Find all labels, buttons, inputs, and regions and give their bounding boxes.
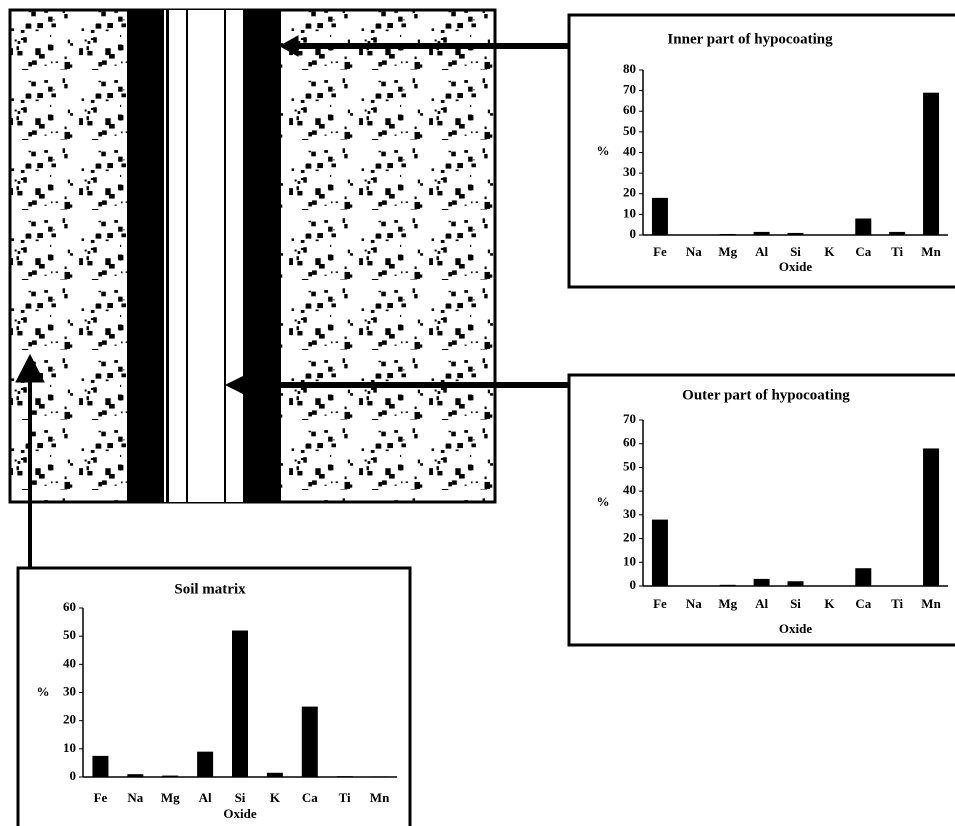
x-axis-label: Oxide xyxy=(779,259,812,274)
y-tick-label: 50 xyxy=(63,627,76,642)
y-tick-label: 20 xyxy=(623,185,636,200)
y-tick-label: 0 xyxy=(630,577,637,592)
x-tick-label: K xyxy=(270,790,281,805)
y-axis-label: % xyxy=(37,684,50,699)
x-tick-label: Fe xyxy=(653,596,667,611)
x-tick-label: Mg xyxy=(161,790,180,805)
y-tick-label: 70 xyxy=(623,411,636,426)
y-axis-label: % xyxy=(597,143,610,158)
y-tick-label: 60 xyxy=(63,599,76,614)
y-tick-label: 20 xyxy=(623,530,636,545)
x-tick-label: Al xyxy=(755,244,768,259)
y-tick-label: 40 xyxy=(623,482,636,497)
bar xyxy=(719,233,736,235)
x-tick-label: Si xyxy=(235,790,246,805)
x-tick-label: Na xyxy=(686,596,702,611)
dark-band xyxy=(243,10,281,502)
x-tick-label: Ti xyxy=(339,790,351,805)
arrow-head xyxy=(15,353,45,383)
y-tick-label: 60 xyxy=(623,102,636,117)
x-tick-label: Mn xyxy=(921,596,941,611)
diagram xyxy=(8,8,497,504)
bar xyxy=(719,584,736,586)
bar xyxy=(855,568,872,586)
x-tick-label: Ca xyxy=(855,596,871,611)
y-tick-label: 50 xyxy=(623,458,636,473)
chart-frame xyxy=(567,373,955,647)
arrow-head xyxy=(224,375,245,395)
chart-frame xyxy=(16,566,412,826)
y-tick-label: 30 xyxy=(623,506,636,521)
x-tick-label: Ca xyxy=(302,790,318,805)
y-tick-label: 60 xyxy=(623,435,636,450)
bar xyxy=(923,92,940,235)
x-tick-label: Ti xyxy=(891,596,903,611)
y-tick-label: 80 xyxy=(623,61,636,76)
y-tick-label: 40 xyxy=(623,143,636,158)
arrow-head xyxy=(278,35,299,57)
bar xyxy=(753,231,770,235)
x-tick-label: K xyxy=(824,596,835,611)
x-tick-label: Al xyxy=(755,596,768,611)
y-tick-label: 10 xyxy=(63,740,76,755)
y-tick-label: 40 xyxy=(63,655,76,670)
y-tick-label: 10 xyxy=(623,205,636,220)
x-tick-label: Si xyxy=(790,244,801,259)
bar xyxy=(92,755,109,777)
dark-band xyxy=(127,10,164,502)
bar xyxy=(651,197,668,235)
x-tick-label: Mn xyxy=(921,244,941,259)
bar xyxy=(889,231,906,235)
y-axis-label: % xyxy=(597,494,610,509)
band-line xyxy=(166,10,169,502)
y-tick-label: 0 xyxy=(70,768,77,783)
chart-title: Outer part of hypocoating xyxy=(682,387,850,403)
x-tick-label: Al xyxy=(199,790,212,805)
chart-frame xyxy=(567,13,955,289)
x-tick-label: Ti xyxy=(891,244,903,259)
arrows xyxy=(15,35,600,600)
x-tick-label: Si xyxy=(790,596,801,611)
chart-title: Inner part of hypocoating xyxy=(667,31,833,47)
x-tick-label: Ca xyxy=(855,244,871,259)
y-tick-label: 70 xyxy=(623,82,636,97)
x-tick-label: Na xyxy=(127,790,143,805)
bar xyxy=(232,630,248,777)
x-tick-label: Na xyxy=(686,244,702,259)
bar xyxy=(371,776,388,777)
bar xyxy=(651,519,668,586)
x-tick-label: Fe xyxy=(653,244,667,259)
bar xyxy=(266,772,283,777)
x-tick-label: Mn xyxy=(370,790,390,805)
band-line xyxy=(224,10,226,502)
y-tick-label: 30 xyxy=(623,164,636,179)
y-tick-label: 20 xyxy=(63,712,76,727)
x-tick-label: Fe xyxy=(94,790,108,805)
x-tick-label: K xyxy=(824,244,835,259)
bar xyxy=(787,232,804,235)
bar xyxy=(127,774,144,777)
chart-title: Soil matrix xyxy=(174,581,246,597)
x-axis-label: Oxide xyxy=(779,621,812,636)
bar xyxy=(753,578,770,586)
band-line xyxy=(186,10,188,502)
bar xyxy=(923,448,940,586)
y-tick-label: 10 xyxy=(623,553,636,568)
bar xyxy=(197,751,214,777)
bar xyxy=(787,581,804,586)
bar xyxy=(301,706,318,777)
x-tick-label: Mg xyxy=(718,596,737,611)
y-tick-label: 30 xyxy=(63,683,76,698)
x-axis-label: Oxide xyxy=(223,806,256,821)
bar xyxy=(336,776,353,777)
bar xyxy=(162,775,179,777)
bar xyxy=(855,218,872,235)
y-tick-label: 0 xyxy=(630,226,637,241)
y-tick-label: 50 xyxy=(623,123,636,138)
x-tick-label: Mg xyxy=(718,244,737,259)
